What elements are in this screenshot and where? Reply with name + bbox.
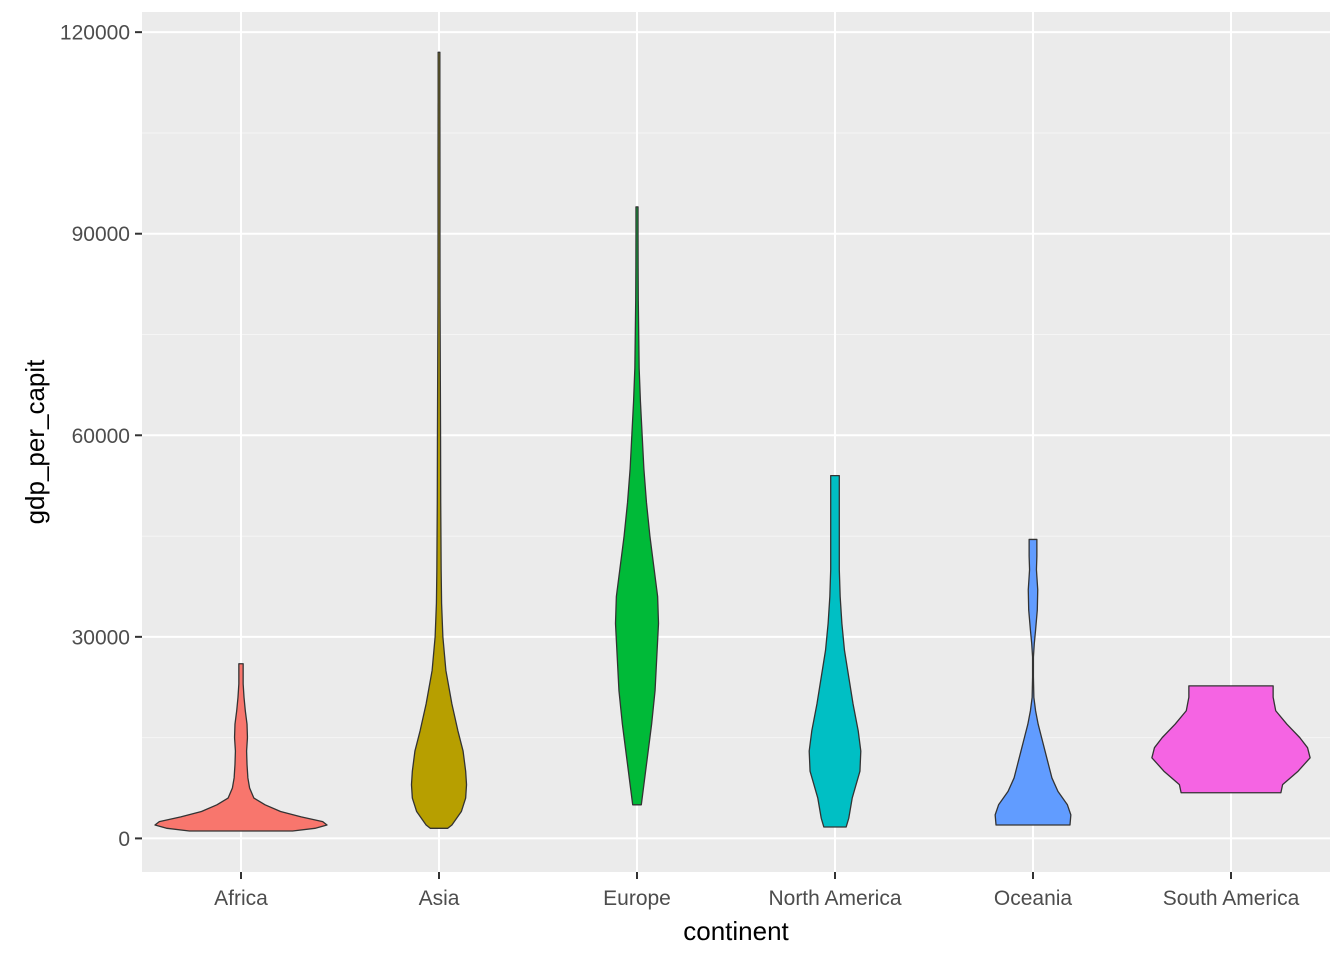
violin-oceania (994, 538, 1072, 826)
violin-africa (154, 663, 328, 832)
violin-europe (614, 206, 660, 806)
violin-south-america (1151, 685, 1311, 794)
minor-gridlines (142, 132, 1330, 739)
y-axis-title: gdp_per_capit (20, 359, 50, 525)
plot-panel (142, 12, 1330, 872)
violins (154, 51, 1311, 832)
y-axis: 0 30000 60000 90000 120000 (60, 22, 142, 851)
x-axis: Africa Asia Europe North America Oceania Sout… (214, 872, 1300, 910)
violin-north-america (808, 474, 862, 828)
y-tick-label: 30000 (72, 626, 130, 649)
y-tick-label: 0 (118, 828, 130, 851)
x-tick-label: Africa (214, 887, 268, 910)
x-tick-label: South America (1163, 887, 1300, 910)
x-tick-label: Asia (419, 887, 460, 910)
y-tick-label: 120000 (60, 22, 130, 45)
x-axis-title: continent (683, 916, 789, 946)
x-tick-label: Oceania (994, 887, 1073, 910)
y-tick-label: 60000 (72, 425, 130, 448)
y-tick-label: 90000 (72, 223, 130, 246)
violin-asia (410, 51, 468, 829)
x-tick-label: Europe (603, 887, 671, 910)
x-tick-label: North America (768, 887, 901, 910)
